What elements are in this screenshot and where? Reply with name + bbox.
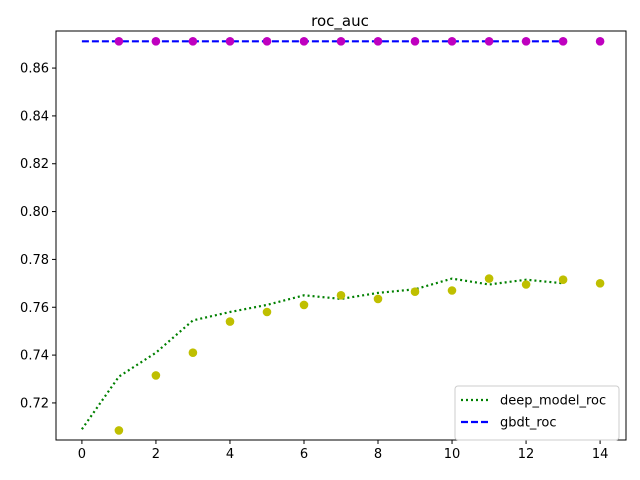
x-tick-label: 4 [226,447,234,462]
scatter-point-3-4 [262,37,272,46]
x-tick-label: 12 [518,447,535,462]
x-tick-label: 14 [592,447,609,462]
scatter-point-3-12 [558,37,568,46]
scatter-point-2-12 [558,275,568,285]
y-tick-label: 0.84 [20,109,49,124]
x-axis: 0 2 4 6 8 10 12 14 [78,440,609,462]
y-tick-label: 0.86 [20,62,49,77]
scatter-point-2-6 [336,291,346,300]
y-tick-label: 0.72 [20,396,49,411]
x-tick-label: 0 [78,447,86,462]
scatter-point-3-6 [336,37,346,46]
y-axis: 0.72 0.74 0.76 0.78 0.80 0.82 0.84 0.86 [20,62,56,411]
scatter-point-2-0 [114,426,124,435]
scatter-point-3-1 [151,37,161,46]
scatter-point-3-5 [299,37,309,46]
scatter-point-3-9 [447,37,457,46]
legend-label-deep_model_roc: deep_model_roc [500,394,606,409]
scatter-point-3-0 [114,37,124,46]
plot-area [81,37,605,435]
scatter-point-2-11 [521,280,531,289]
legend-box [454,385,620,441]
scatter-point-2-13 [595,279,605,288]
legend-label-gbdt_roc: gbdt_roc [500,416,557,431]
scatter-point-2-7 [373,294,383,304]
y-tick-label: 0.80 [20,205,49,220]
legend: deep_model_roc gbdt_roc [454,385,620,441]
y-tick-label: 0.74 [20,349,49,364]
x-tick-label: 8 [374,447,382,462]
chart-title: roc_auc [311,12,369,31]
axes-frame [55,30,627,441]
series-line-deep_model_roc [81,277,564,430]
y-tick-label: 0.76 [20,301,49,316]
scatter-point-3-10 [484,37,494,46]
scatter-point-2-10 [484,274,494,283]
scatter-point-3-7 [373,37,383,46]
scatter-point-2-2 [188,348,198,358]
scatter-point-3-3 [225,37,235,46]
scatter-point-2-8 [410,287,420,297]
scatter-point-3-8 [410,37,420,46]
x-tick-label: 2 [152,447,160,462]
x-tick-label: 6 [300,447,308,462]
scatter-point-2-4 [262,307,272,317]
y-tick-label: 0.82 [20,157,49,172]
scatter-point-3-11 [521,37,531,46]
scatter-point-2-9 [447,286,457,295]
scatter-point-3-13 [595,37,605,46]
scatter-point-2-3 [225,317,235,326]
y-tick-label: 0.78 [20,253,49,268]
x-tick-label: 10 [444,447,461,462]
scatter-point-2-1 [151,371,161,380]
scatter-point-2-5 [299,300,309,310]
scatter-point-3-2 [188,37,198,46]
